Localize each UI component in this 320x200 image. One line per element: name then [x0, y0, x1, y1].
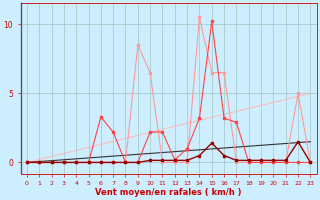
X-axis label: Vent moyen/en rafales ( km/h ): Vent moyen/en rafales ( km/h )	[95, 188, 242, 197]
